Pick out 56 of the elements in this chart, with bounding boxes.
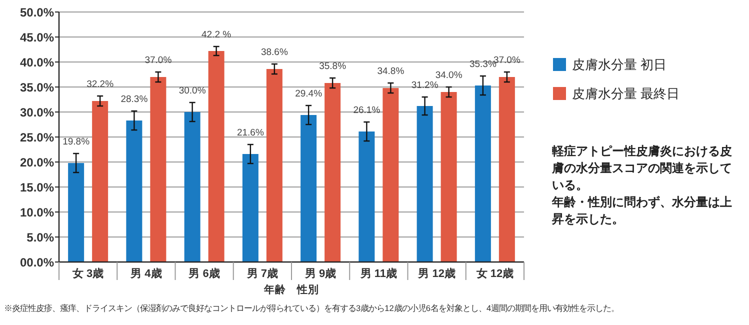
bar [358, 132, 375, 262]
legend-label: 皮膚水分量 初日 [571, 56, 667, 74]
bar [416, 106, 433, 262]
data-label: 34.8% [377, 66, 405, 77]
x-tick-label: 男 9歳 [304, 267, 336, 280]
x-tick-label: 男 6歳 [188, 267, 220, 280]
text: 年齢・性別に問わず、水分量は上昇を示した。 [552, 194, 733, 228]
y-tick-label: 40.0% [20, 56, 54, 70]
y-tick-label: 45.0% [20, 30, 54, 44]
data-label: 32.2% [86, 79, 114, 90]
bar [126, 120, 142, 262]
x-tick-label: 女 3歳 [71, 267, 104, 280]
y-tick-label: 10.0% [20, 206, 54, 220]
bar [474, 86, 491, 262]
x-tick-label: 女 12歳 [475, 267, 514, 280]
text: ※炎症性皮疹、瘙痒、ドライスキン（保湿剤のみで良好なコントロールが得られている）を有する3歳から12歳の小児6名を対象とし、4週間の期間を用い有効性を示した。 [4, 303, 620, 314]
x-tick-label: 男 7歳 [246, 267, 278, 280]
data-label: 31.2% [411, 80, 439, 91]
x-tick-label: 男 11歳 [359, 267, 398, 280]
data-label: 42.2 % [202, 30, 232, 40]
y-tick-label: 50.0% [20, 6, 54, 20]
bar [68, 163, 84, 262]
y-tick-label: 5.0% [26, 230, 54, 244]
data-label: 29.4% [295, 88, 323, 100]
data-label: 28.3% [120, 94, 148, 105]
data-label: 30.0% [178, 86, 206, 96]
bar [242, 154, 258, 262]
bar [150, 77, 166, 262]
bar [266, 69, 282, 262]
data-label: 34.0% [435, 70, 463, 81]
data-label: 37.0% [144, 55, 172, 66]
data-label: 35.3% [469, 59, 497, 70]
data-label: 35.8% [319, 61, 347, 72]
y-tick-label: 15.0% [20, 180, 54, 194]
bar [92, 101, 108, 262]
y-tick-label: 25.0% [20, 130, 54, 144]
bar [440, 92, 457, 262]
bar [300, 115, 317, 262]
data-label: 21.6% [236, 128, 264, 138]
data-label: 26.1% [353, 105, 381, 116]
bar [184, 112, 200, 262]
x-tick-label: 男 4歳 [130, 267, 162, 280]
x-axis-title: 年齢 性別 [263, 283, 319, 296]
text: 軽症アトピー性皮膚炎における皮膚の水分量スコアの関連を示している。 [552, 143, 733, 194]
y-tick-label: 00.0% [20, 256, 54, 270]
data-label: 19.8% [62, 136, 90, 148]
bar [324, 83, 341, 262]
y-tick-label: 35.0% [20, 80, 54, 94]
y-tick-label: 20.0% [20, 156, 54, 170]
x-tick-label: 男 12歳 [417, 267, 456, 280]
bar [498, 77, 515, 262]
bar [208, 51, 224, 262]
legend-label: 皮膚水分量 最終日 [571, 85, 680, 103]
data-label: 38.6% [260, 47, 288, 58]
y-tick-label: 30.0% [20, 106, 54, 120]
bar [382, 88, 399, 262]
